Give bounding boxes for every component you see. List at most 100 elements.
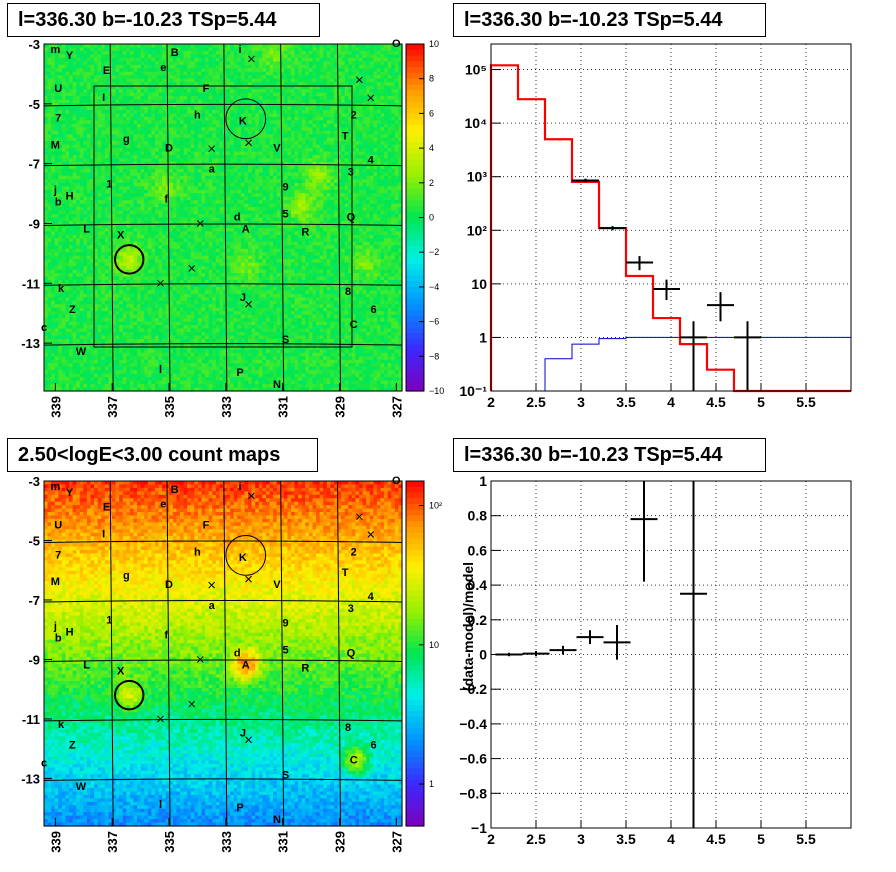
x-tick-label: 5.5 [796,394,816,410]
latitude-line [43,718,403,722]
source-label: B [171,484,179,496]
source-label: D [165,579,173,591]
source-label: 8 [345,286,351,298]
y-axis-label: (data-model)/model [460,562,476,691]
y-tick-label: 0.2 [468,612,488,628]
source-label: d [234,211,241,223]
source-cross [157,279,164,287]
spectrum-title: l=336.30 b=-10.23 TSp=5.44 [453,3,766,37]
source-label: R [301,226,309,238]
y-tick-label: 10³ [467,169,488,185]
source-label: g [123,134,130,146]
x-tick-label: 327 [389,396,404,418]
latitude-line [43,103,403,107]
y-tick-label: 0 [479,647,487,663]
source-cross [208,581,215,589]
source-label: 6 [371,304,377,316]
source-label: K [239,552,247,564]
source-circle [225,534,267,576]
y-tick-label: −0.2 [459,681,487,697]
latitude-line [43,343,403,346]
colorbar-tick-label: 2 [429,178,434,188]
source-label: A [242,223,250,235]
source-label: i [239,44,242,56]
x-tick-label: 337 [105,831,120,853]
source-label: 5 [282,208,288,220]
y-tick-label: -9 [28,216,40,231]
x-tick-label: 335 [162,831,177,853]
y-tick-label: -13 [21,336,40,351]
source-label: 5 [282,644,288,656]
longitude-line [280,480,285,827]
y-tick-label: -9 [28,652,40,667]
bottom-map-title: 2.50<logE<3.00 count maps [7,438,318,472]
colorbar-tick-label: 10 [429,39,439,49]
bottom-map-frame [43,480,403,827]
source-circle [114,679,145,711]
x-tick-label: 2 [487,394,495,410]
source-label: U [54,83,62,95]
latitude-line [43,283,403,286]
source-label: 9 [282,618,288,630]
source-circle [114,244,145,275]
source-label: L [83,223,90,235]
source-label: E [103,502,110,514]
source-label: D [165,143,173,155]
y-tick-label: -11 [22,276,40,291]
y-tick-label: -7 [28,157,40,172]
source-label: S [282,334,289,346]
y-tick-label: 1 [479,329,487,345]
source-label: M [51,140,60,152]
source-label: F [203,83,210,95]
x-tick-label: 3 [577,394,585,410]
source-label: K [239,116,247,128]
y-tick-label: 0.4 [468,577,488,593]
source-label: e [160,62,166,74]
source-label: H [66,627,74,639]
source-label: j [53,621,57,633]
source-cross [248,492,255,500]
source-cross [188,264,196,272]
source-label: C [350,754,358,766]
source-cross [157,715,164,723]
x-tick-label: 331 [276,831,291,853]
y-tick-label: 10⁻¹ [459,383,487,399]
x-tick-label: 339 [48,831,63,853]
x-tick-label: 327 [389,831,404,853]
y-tick-label: 10⁵ [465,62,487,78]
source-label: 8 [345,722,351,734]
source-label: h [194,110,201,122]
latitude-line [43,540,403,543]
x-tick-label: 5.5 [796,831,816,847]
y-tick-label: 0.6 [468,542,488,558]
source-label: A [242,659,250,671]
source-label: E [103,65,110,77]
longitude-line [336,43,341,392]
roi-box [93,85,353,348]
colorbar-tick-label: −8 [429,351,439,361]
source-label: 9 [282,181,288,193]
source-label: 7 [55,113,61,125]
y-tick-label: -13 [21,771,40,786]
source-label: a [209,600,216,612]
source-label: 3 [348,167,354,179]
x-tick-label: 331 [276,396,291,418]
x-tick-label: 4.5 [706,831,726,847]
source-label: 1 [106,615,112,627]
source-label: i [239,481,242,493]
x-tick-label: 3.5 [616,394,636,410]
source-label: e [160,499,166,511]
source-label: X [117,665,125,677]
latitude-line [43,778,403,781]
colorbar-tick-label: 6 [429,108,434,118]
y-tick-label: 0.8 [468,508,488,524]
source-label: S [282,769,289,781]
source-label: N [273,379,281,391]
source-label: P [236,367,243,379]
source-label: U [54,520,62,532]
source-label: l [159,364,162,376]
y-tick-label: −0.4 [459,716,487,732]
source-label: b [55,633,62,645]
x-tick-label: 329 [332,831,347,853]
